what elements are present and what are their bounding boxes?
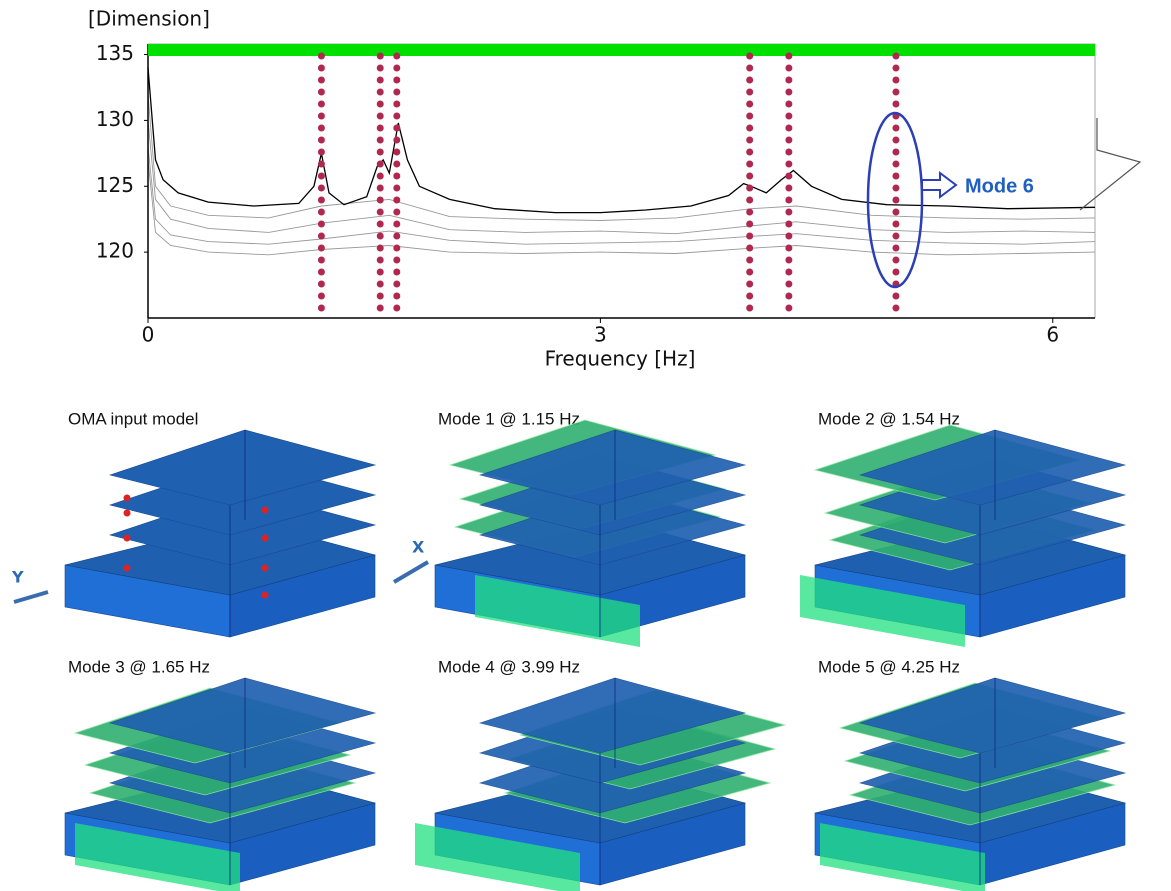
sensor: [124, 565, 131, 572]
y-axis-label: Y: [11, 568, 24, 587]
sensor: [262, 565, 269, 572]
y-tick-label: 130: [96, 107, 134, 131]
annotation-arrow: [922, 173, 956, 197]
sensor: [124, 535, 131, 542]
spectrum-line: [148, 160, 1095, 255]
sensor: [262, 535, 269, 542]
x-axis-title: Frequency [Hz]: [545, 347, 696, 371]
sensor: [124, 510, 131, 517]
annotation: Mode 6: [965, 175, 1034, 197]
y-axis-title: [Dimension]: [88, 7, 210, 31]
x-tick-label: 0: [142, 323, 155, 347]
plot-frame: [148, 44, 1095, 318]
spectrum-line: [148, 68, 1095, 213]
y-tick-label: 125: [96, 173, 134, 197]
sensor: [262, 592, 269, 599]
panel-title: Mode 2 @ 1.54 Hz: [818, 409, 960, 428]
panel-title: Mode 4 @ 3.99 Hz: [438, 657, 580, 676]
x-axis-label: X: [412, 538, 425, 557]
x-tick-label: 3: [594, 323, 607, 347]
spectrum-line: [148, 120, 1095, 233]
sensor: [124, 495, 131, 502]
x-arrow: [394, 562, 428, 582]
page: {"chart_data": {"type": "line", "y_title…: [0, 0, 1171, 891]
panel-title: OMA input model: [68, 409, 198, 428]
bracket: [1080, 118, 1140, 210]
panel-title: Mode 1 @ 1.15 Hz: [438, 409, 580, 428]
panel-title: Mode 5 @ 4.25 Hz: [818, 657, 960, 676]
x-tick-label: 6: [1046, 323, 1059, 347]
sensor: [262, 507, 269, 514]
panel-title: Mode 3 @ 1.65 Hz: [68, 657, 210, 676]
stable-band: [148, 44, 1095, 56]
figure: [Dimension] Frequency [Hz] 120 125 130 135 0…: [0, 0, 1171, 891]
spectrum-line: [148, 147, 1095, 244]
y-tick-label: 135: [96, 41, 134, 65]
spectrum-line: [148, 94, 1095, 220]
y-tick-label: 120: [96, 239, 134, 263]
y-arrow: [14, 592, 48, 602]
model-panels: OMA input model Mode 1 @ 1.15 Hz Mode 2 @ …: [65, 409, 1125, 891]
